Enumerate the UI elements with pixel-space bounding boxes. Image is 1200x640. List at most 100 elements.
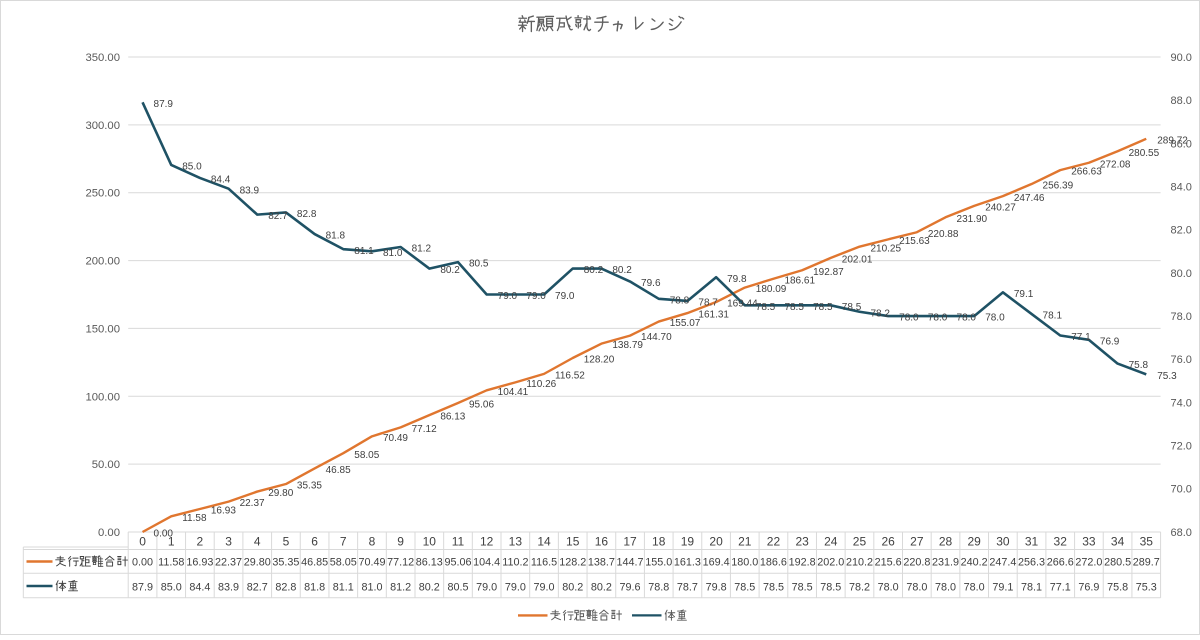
svg-text:9: 9: [397, 535, 404, 549]
svg-text:266.63: 266.63: [1071, 167, 1102, 178]
svg-text:79.8: 79.8: [706, 582, 727, 594]
svg-text:104.4: 104.4: [473, 557, 500, 569]
svg-text:4: 4: [254, 535, 261, 549]
svg-text:95.06: 95.06: [469, 400, 494, 411]
svg-text:35.35: 35.35: [297, 481, 322, 492]
svg-text:192.8: 192.8: [789, 557, 816, 569]
svg-text:138.79: 138.79: [612, 340, 643, 351]
svg-text:82.0: 82.0: [1171, 225, 1192, 237]
svg-text:76.9: 76.9: [1078, 582, 1099, 594]
svg-text:81.2: 81.2: [412, 244, 432, 255]
svg-text:79.0: 79.0: [476, 582, 497, 594]
svg-text:78.5: 78.5: [756, 302, 776, 313]
svg-text:210.2: 210.2: [846, 557, 873, 569]
svg-text:76.0: 76.0: [1171, 354, 1192, 366]
svg-text:350.00: 350.00: [85, 52, 120, 64]
svg-text:231.90: 231.90: [957, 214, 988, 225]
svg-text:78.0: 78.0: [899, 313, 919, 324]
svg-text:70.0: 70.0: [1171, 484, 1192, 496]
svg-text:76.9: 76.9: [1100, 336, 1120, 347]
svg-text:79.1: 79.1: [1014, 289, 1034, 300]
svg-text:78.5: 78.5: [763, 582, 784, 594]
svg-text:24: 24: [824, 535, 838, 549]
svg-text:256.3: 256.3: [1018, 557, 1045, 569]
svg-text:20: 20: [709, 535, 723, 549]
svg-text:75.3: 75.3: [1136, 582, 1157, 594]
svg-text:85.0: 85.0: [161, 582, 182, 594]
svg-text:289.72: 289.72: [1157, 135, 1188, 146]
svg-text:26: 26: [881, 535, 895, 549]
svg-text:272.0: 272.0: [1075, 557, 1102, 569]
svg-text:80.5: 80.5: [447, 582, 468, 594]
svg-text:78.7: 78.7: [677, 582, 698, 594]
svg-text:78.7: 78.7: [698, 298, 718, 309]
svg-text:138.7: 138.7: [588, 557, 615, 569]
svg-text:79.8: 79.8: [727, 274, 747, 285]
svg-text:28: 28: [939, 535, 953, 549]
svg-text:88.0: 88.0: [1171, 95, 1192, 107]
svg-text:58.05: 58.05: [330, 557, 357, 569]
svg-text:79.0: 79.0: [498, 291, 518, 302]
svg-text:1: 1: [168, 535, 175, 549]
svg-text:80.2: 80.2: [419, 582, 440, 594]
svg-text:81.0: 81.0: [361, 582, 382, 594]
svg-text:116.52: 116.52: [555, 370, 585, 381]
svg-text:220.8: 220.8: [903, 557, 930, 569]
svg-text:78.5: 78.5: [813, 302, 833, 313]
svg-text:16.93: 16.93: [211, 506, 236, 517]
svg-text:128.20: 128.20: [584, 355, 615, 366]
svg-text:75.3: 75.3: [1157, 371, 1177, 382]
svg-text:18: 18: [652, 535, 666, 549]
svg-text:144.7: 144.7: [617, 557, 644, 569]
svg-text:81.0: 81.0: [383, 248, 403, 259]
svg-text:110.2: 110.2: [502, 557, 528, 569]
svg-text:79.6: 79.6: [620, 582, 641, 594]
svg-text:116.5: 116.5: [531, 557, 557, 569]
svg-text:81.8: 81.8: [326, 231, 346, 242]
svg-text:72.0: 72.0: [1171, 441, 1192, 453]
svg-text:79.1: 79.1: [992, 582, 1013, 594]
svg-text:144.70: 144.70: [641, 332, 672, 343]
svg-text:95.06: 95.06: [444, 557, 471, 569]
svg-text:70.49: 70.49: [383, 433, 408, 444]
svg-text:161.31: 161.31: [698, 310, 729, 321]
svg-text:104.41: 104.41: [498, 387, 529, 398]
svg-text:78.8: 78.8: [648, 582, 669, 594]
svg-text:80.2: 80.2: [584, 265, 604, 276]
svg-text:81.2: 81.2: [390, 582, 411, 594]
svg-text:33: 33: [1082, 535, 1096, 549]
svg-text:58.05: 58.05: [354, 450, 379, 461]
svg-text:240.2: 240.2: [961, 557, 988, 569]
svg-text:78.5: 78.5: [792, 582, 813, 594]
svg-text:50.00: 50.00: [92, 459, 120, 471]
svg-text:78.2: 78.2: [849, 582, 870, 594]
svg-text:14: 14: [537, 535, 551, 549]
svg-text:78.0: 78.0: [928, 313, 948, 324]
svg-text:78.0: 78.0: [1171, 311, 1192, 323]
svg-text:30: 30: [996, 535, 1010, 549]
svg-text:79.6: 79.6: [641, 278, 661, 289]
svg-text:80.2: 80.2: [562, 582, 583, 594]
svg-text:35.35: 35.35: [272, 557, 299, 569]
svg-text:84.4: 84.4: [211, 175, 231, 186]
svg-text:83.9: 83.9: [218, 582, 239, 594]
svg-text:79.0: 79.0: [534, 582, 555, 594]
svg-text:169.44: 169.44: [727, 299, 758, 310]
svg-text:78.5: 78.5: [734, 582, 755, 594]
svg-text:81.8: 81.8: [304, 582, 325, 594]
svg-text:300.00: 300.00: [85, 120, 120, 132]
svg-text:29.80: 29.80: [244, 557, 271, 569]
svg-text:35: 35: [1140, 535, 1154, 549]
svg-text:247.46: 247.46: [1014, 193, 1045, 204]
svg-text:29: 29: [968, 535, 982, 549]
svg-text:7: 7: [340, 535, 347, 549]
svg-text:169.4: 169.4: [703, 557, 730, 569]
svg-text:11.58: 11.58: [182, 513, 207, 524]
svg-text:202.0: 202.0: [817, 557, 844, 569]
svg-text:78.0: 78.0: [906, 582, 927, 594]
svg-text:78.5: 78.5: [842, 302, 862, 313]
svg-text:81.1: 81.1: [333, 582, 354, 594]
svg-text:0.00: 0.00: [98, 527, 120, 539]
svg-text:280.55: 280.55: [1129, 148, 1160, 159]
svg-text:70.49: 70.49: [358, 557, 385, 569]
